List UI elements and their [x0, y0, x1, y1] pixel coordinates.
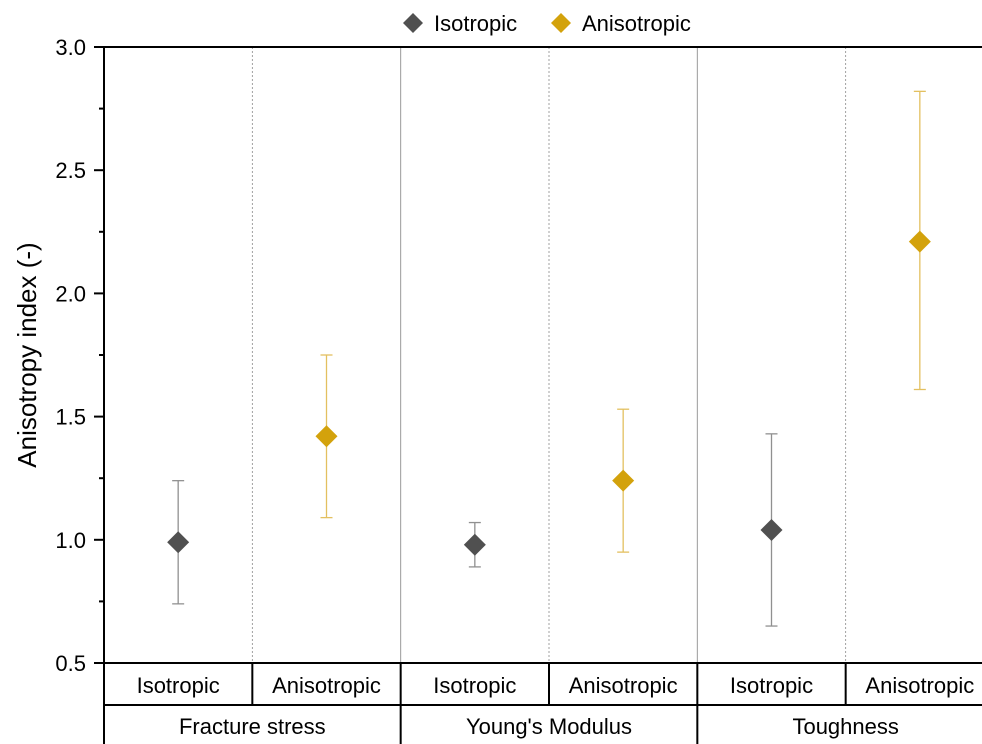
subcategory-label: Anisotropic [569, 673, 678, 698]
legend: Isotropic Anisotropic [403, 11, 691, 36]
data-point-diamond [760, 518, 783, 541]
subcategory-label: Anisotropic [272, 673, 381, 698]
y-tick-label: 1.5 [55, 405, 86, 430]
y-tick-label: 3.0 [55, 35, 86, 60]
group-label: Young's Modulus [466, 714, 632, 739]
data-marks [167, 90, 931, 627]
axes [103, 46, 982, 744]
subcategory-label: Isotropic [137, 673, 220, 698]
y-tick-label: 0.5 [55, 651, 86, 676]
subcategory-label: Isotropic [433, 673, 516, 698]
data-point-diamond [167, 531, 190, 554]
data-point-diamond [315, 425, 338, 448]
legend-marker-diamond [403, 13, 423, 33]
data-point-diamond [612, 469, 635, 492]
y-axis-ticks: 0.5 1.0 1.5 2.0 2.5 3.0 [55, 35, 104, 676]
group-separators [251, 47, 847, 663]
legend-marker-diamond [551, 13, 571, 33]
legend-label: Isotropic [434, 11, 517, 36]
x-axis-categories: Isotropic Anisotropic Fracture stress Isotr… [137, 673, 975, 739]
group-label: Toughness [792, 714, 898, 739]
y-tick-label: 2.0 [55, 281, 86, 306]
subcategory-label: Isotropic [730, 673, 813, 698]
legend-label: Anisotropic [582, 11, 691, 36]
y-tick-label: 1.0 [55, 528, 86, 553]
y-axis-label: Anisotropy index (-) [12, 242, 42, 467]
group-label: Fracture stress [179, 714, 326, 739]
data-point-diamond [463, 533, 486, 556]
data-point-diamond [908, 230, 931, 253]
subcategory-label: Anisotropic [865, 673, 974, 698]
y-tick-label: 2.5 [55, 158, 86, 183]
